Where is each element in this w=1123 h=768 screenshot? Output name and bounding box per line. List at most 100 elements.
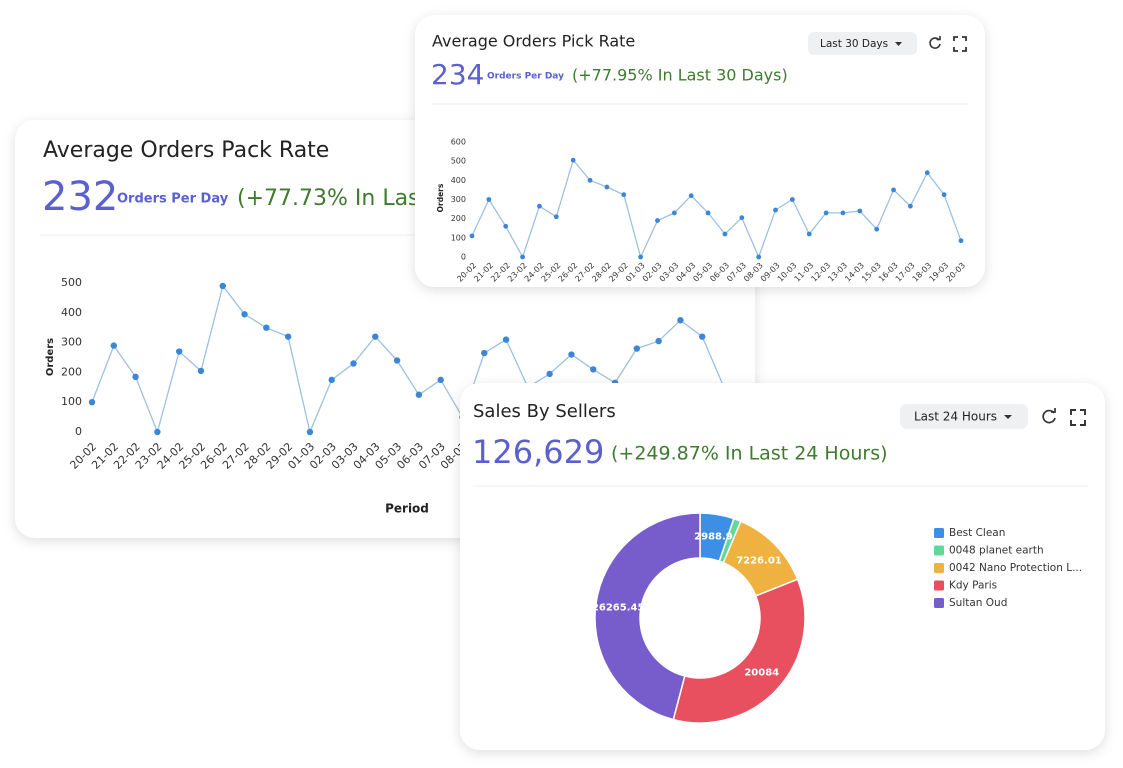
- card-title: Average Orders Pick Rate: [432, 32, 635, 51]
- point: [520, 254, 525, 260]
- kpi-value: 234: [431, 58, 484, 91]
- y-tick-label: 0: [75, 425, 82, 438]
- fullscreen-button[interactable]: [953, 36, 967, 52]
- legend-swatch: [934, 528, 944, 538]
- point: [677, 317, 684, 324]
- line: [91, 284, 725, 435]
- point: [874, 226, 880, 232]
- kpi-unit: Orders Per Day: [487, 72, 564, 82]
- slice: [672, 578, 806, 724]
- point: [306, 428, 314, 436]
- dropdown-label[interactable]: Last 30 Days: [820, 38, 888, 50]
- refresh-button[interactable]: [1042, 408, 1056, 424]
- point: [908, 203, 913, 209]
- point: [823, 210, 829, 216]
- fullscreen-icon[interactable]: [953, 36, 967, 52]
- card-title: Sales By Sellers: [473, 401, 616, 422]
- y-tick-label: 500: [61, 276, 82, 289]
- legend-swatch: [934, 598, 944, 608]
- slice-label: 7226.01: [736, 555, 782, 566]
- card-title: Average Orders Pack Rate: [43, 138, 329, 163]
- point: [773, 207, 778, 213]
- slice-label: 26265.45: [592, 602, 645, 613]
- legend-label: Best Clean: [949, 527, 1005, 539]
- kpi-change: (+77.95% In Last 30 Days): [572, 66, 788, 85]
- point: [284, 333, 292, 340]
- caret[interactable]: [895, 42, 902, 46]
- range-dropdown[interactable]: Last 24 Hours: [900, 404, 1028, 429]
- point: [372, 333, 379, 340]
- y-tick-label: 200: [61, 365, 82, 378]
- point: [688, 193, 694, 199]
- point: [941, 192, 947, 198]
- legend-label: Kdy Paris: [949, 580, 997, 592]
- y-tick-label: 100: [451, 233, 466, 242]
- point: [175, 348, 183, 355]
- point: [756, 254, 762, 260]
- legend-swatch: [934, 580, 944, 591]
- dropdown-bg[interactable]: [808, 32, 917, 55]
- point: [722, 231, 728, 237]
- refresh-icon[interactable]: [1042, 409, 1056, 424]
- legend-label: 0042 Nano Protection L...: [949, 562, 1082, 574]
- point: [806, 231, 812, 237]
- refresh-icon[interactable]: [929, 37, 941, 49]
- point: [840, 210, 846, 216]
- legend-swatch: [934, 545, 944, 556]
- point: [132, 373, 139, 381]
- y-tick-label: 100: [61, 395, 82, 408]
- point: [958, 238, 964, 244]
- point: [263, 324, 270, 331]
- range-dropdown[interactable]: Last 30 Days: [808, 32, 917, 55]
- point: [633, 345, 641, 352]
- fullscreen-button[interactable]: [1070, 409, 1086, 426]
- point: [469, 233, 475, 239]
- y-tick-label: 600: [451, 138, 466, 147]
- point: [705, 210, 711, 216]
- point: [546, 370, 553, 378]
- line: [471, 158, 962, 259]
- point: [699, 333, 706, 340]
- card-bg: [415, 15, 985, 287]
- pick-rate-card: Average Orders Pick Rate 234 Orders Per …: [415, 15, 985, 287]
- point: [481, 349, 488, 357]
- y-axis-label: Orders: [436, 183, 445, 212]
- refresh-arrow[interactable]: [936, 36, 941, 41]
- point: [621, 192, 627, 198]
- point: [197, 367, 205, 375]
- slice-label: 2988.9: [694, 532, 733, 543]
- y-tick-label: 300: [61, 336, 82, 349]
- caret[interactable]: [1004, 415, 1012, 419]
- kpi-value: 232: [42, 174, 118, 220]
- point: [655, 218, 660, 223]
- point: [241, 311, 248, 318]
- point: [891, 187, 896, 193]
- point: [110, 342, 117, 349]
- point: [587, 177, 593, 183]
- kpi-value: 126,629: [472, 433, 604, 471]
- point: [789, 197, 795, 202]
- point: [154, 428, 161, 436]
- point: [655, 337, 662, 345]
- point: [590, 366, 597, 373]
- x-axis-label: Period: [385, 502, 429, 516]
- legend-swatch: [934, 563, 944, 573]
- y-tick-label: 400: [451, 176, 466, 185]
- dropdown-bg[interactable]: [900, 404, 1028, 429]
- dropdown-label[interactable]: Last 24 Hours: [914, 410, 997, 424]
- y-tick-label: 200: [451, 214, 466, 223]
- point: [393, 357, 401, 364]
- point: [570, 157, 576, 163]
- point: [568, 351, 575, 358]
- point: [671, 210, 677, 216]
- kpi-change: (+249.87% In Last 24 Hours): [611, 443, 888, 465]
- point: [604, 184, 610, 190]
- y-tick-label: 0: [461, 253, 466, 262]
- slice: [594, 512, 701, 721]
- refresh-button[interactable]: [929, 36, 941, 49]
- legend-label: 0048 planet earth: [949, 545, 1044, 557]
- point: [219, 282, 226, 290]
- fullscreen-icon[interactable]: [1070, 409, 1086, 426]
- refresh-arrow[interactable]: [1051, 408, 1056, 413]
